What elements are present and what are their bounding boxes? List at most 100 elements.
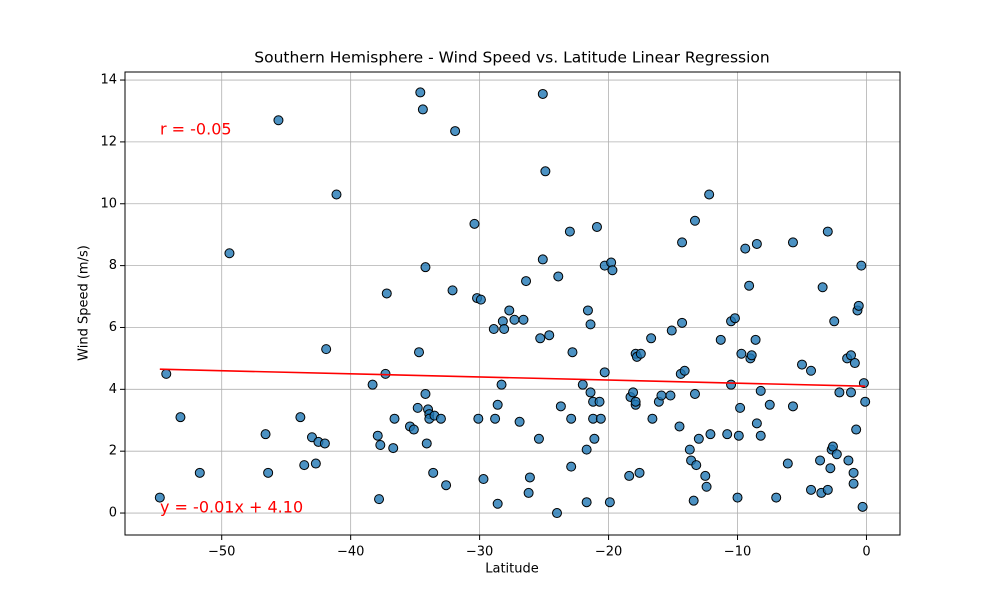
y-tick-label: 4	[109, 382, 117, 397]
annotation: r = -0.05	[160, 120, 232, 139]
point	[421, 438, 432, 449]
point	[389, 413, 400, 424]
point	[726, 379, 737, 390]
point	[417, 104, 428, 115]
point	[665, 390, 676, 401]
point	[319, 438, 330, 449]
y-tick-label: 8	[109, 258, 117, 273]
point	[684, 444, 695, 455]
point	[607, 265, 618, 276]
y-tick-label: 0	[109, 506, 117, 521]
point	[447, 285, 458, 296]
point	[646, 333, 657, 344]
point	[701, 481, 712, 492]
point	[751, 418, 762, 429]
point	[441, 480, 452, 491]
y-tick-label: 12	[100, 134, 117, 149]
point	[263, 467, 274, 478]
point	[260, 429, 271, 440]
point	[566, 461, 577, 472]
point	[475, 294, 486, 305]
point	[594, 396, 605, 407]
point	[827, 441, 838, 452]
point	[628, 387, 639, 398]
x-axis-label: Latitude	[485, 562, 539, 577]
point	[544, 330, 555, 341]
point	[492, 399, 503, 410]
point	[488, 324, 499, 335]
point	[273, 115, 284, 126]
point	[567, 347, 578, 358]
point	[796, 359, 807, 370]
point	[666, 325, 677, 336]
point	[509, 314, 520, 325]
point	[848, 478, 859, 489]
point	[537, 254, 548, 265]
point	[860, 396, 871, 407]
point	[310, 458, 321, 469]
point	[856, 260, 867, 271]
point	[677, 237, 688, 248]
point	[700, 470, 711, 481]
regression-line	[159, 368, 866, 388]
point	[834, 387, 845, 398]
point	[704, 189, 715, 200]
point	[591, 221, 602, 232]
point	[375, 439, 386, 450]
point	[647, 413, 658, 424]
point	[677, 317, 688, 328]
point	[815, 455, 826, 466]
point	[787, 237, 798, 248]
point	[175, 412, 186, 423]
x-tick-label: −30	[466, 545, 493, 560]
point	[551, 508, 562, 519]
point	[634, 467, 645, 478]
point	[806, 365, 817, 376]
plot-frame	[124, 71, 901, 536]
y-axis-label: Wind Speed (m/s)	[77, 245, 92, 361]
x-tick-label: −20	[595, 545, 622, 560]
point	[415, 87, 426, 98]
point	[674, 421, 685, 432]
point	[722, 429, 733, 440]
point	[566, 413, 577, 424]
point	[689, 215, 700, 226]
point	[691, 460, 702, 471]
point	[581, 444, 592, 455]
point	[848, 467, 859, 478]
point	[523, 487, 534, 498]
x-tick-label: −40	[337, 545, 364, 560]
point	[851, 424, 862, 435]
point	[589, 433, 600, 444]
point	[582, 305, 593, 316]
point	[849, 358, 860, 369]
point	[764, 399, 775, 410]
point	[853, 300, 864, 311]
point	[604, 497, 615, 508]
y-tick-label: 14	[100, 73, 117, 88]
point	[518, 314, 529, 325]
point	[514, 416, 525, 427]
point	[372, 430, 383, 441]
point	[806, 484, 817, 495]
point	[595, 413, 606, 424]
point	[732, 492, 743, 503]
point	[750, 334, 761, 345]
point	[564, 226, 575, 237]
annotation: y = -0.01x + 4.10	[160, 498, 303, 517]
point	[817, 282, 828, 293]
point	[581, 497, 592, 508]
y-tick-label: 10	[100, 196, 117, 211]
point	[635, 348, 646, 359]
point	[736, 348, 747, 359]
point	[843, 455, 854, 466]
point	[521, 276, 532, 287]
point	[161, 368, 172, 379]
point	[746, 350, 757, 361]
point	[540, 166, 551, 177]
point	[829, 316, 840, 327]
point	[295, 412, 306, 423]
point	[705, 429, 716, 440]
point	[555, 401, 566, 412]
point	[478, 474, 489, 485]
